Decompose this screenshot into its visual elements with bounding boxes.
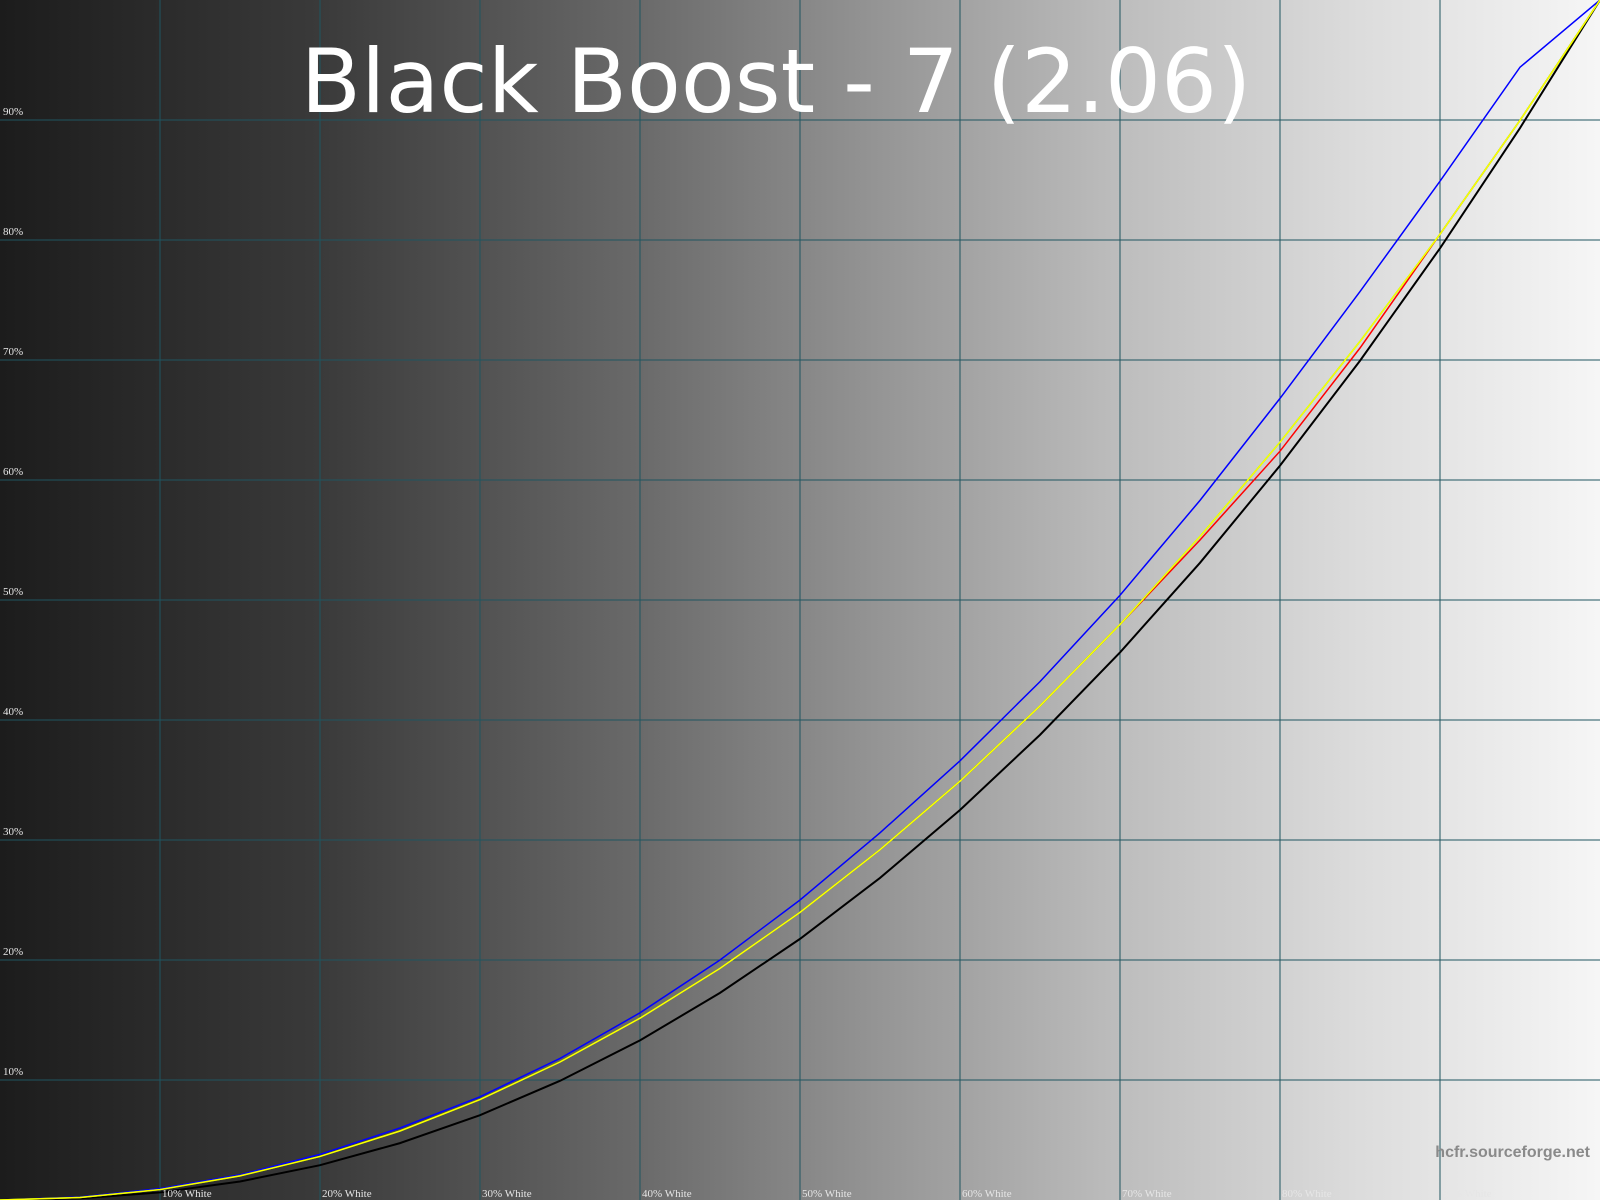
y-tick-label: 30% (3, 826, 23, 838)
chart-title: Black Boost - 7 (2.06) (301, 30, 1252, 133)
y-tick-label: 80% (3, 226, 23, 238)
x-tick-label: 40% White (642, 1188, 692, 1200)
y-tick-label: 60% (3, 466, 23, 478)
x-tick-label: 70% White (1122, 1188, 1172, 1200)
x-tick-label: 80% White (1282, 1188, 1332, 1200)
watermark: hcfr.sourceforge.net (1435, 1144, 1590, 1161)
x-tick-label: 90% White (1442, 1188, 1492, 1200)
y-tick-label: 50% (3, 586, 23, 598)
x-tick-label: 50% White (802, 1188, 852, 1200)
x-tick-label: 20% White (322, 1188, 372, 1200)
y-tick-label: 10% (3, 1066, 23, 1078)
y-tick-label: 20% (3, 946, 23, 958)
y-tick-label: 70% (3, 346, 23, 358)
y-tick-label: 90% (3, 106, 23, 118)
y-tick-label: 40% (3, 706, 23, 718)
x-tick-label: 30% White (482, 1188, 532, 1200)
labels: 10% 20% 30% 40% 50% 60% 70% 80% 90% 10% White 20% … (3, 106, 1492, 1200)
x-tick-label: 60% White (962, 1188, 1012, 1200)
x-tick-label: 10% White (162, 1188, 212, 1200)
